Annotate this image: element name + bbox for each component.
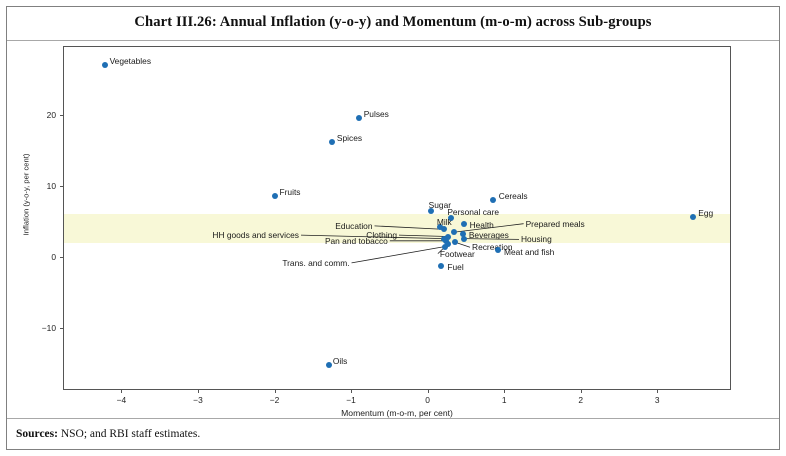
x-axis-tick-label: −3: [193, 395, 203, 405]
x-axis-tick: [197, 389, 199, 393]
y-axis-tick-label: 20: [46, 109, 56, 120]
data-point-label: Health: [469, 220, 494, 231]
x-axis-tick: [427, 389, 429, 393]
x-axis-tick-label: −1: [346, 395, 356, 405]
y-axis-tick: [60, 257, 64, 259]
y-axis-tick-label: 0: [51, 252, 56, 263]
x-axis-tick-label: 2: [578, 395, 584, 405]
data-point: [450, 229, 457, 236]
x-axis-tick: [657, 389, 659, 393]
x-axis-label: Momentum (m-o-m, per cent): [341, 408, 453, 418]
x-axis-tick-label: −2: [269, 395, 280, 405]
data-point-label: Personal care: [447, 207, 500, 217]
data-point: [325, 362, 332, 369]
scatter-plot-area: −4 −3 −2 −1 0 1 2 3 −10 0 10 20 Vegetables Pulses Spic…: [42, 46, 731, 405]
data-point: [442, 237, 449, 244]
data-point-label: Oils: [332, 356, 348, 367]
data-point: [427, 207, 434, 214]
data-point: [438, 262, 445, 269]
data-point-label: Spices: [336, 132, 363, 143]
data-point-label: Beverages: [468, 229, 509, 240]
x-axis-tick-label: −4: [116, 395, 127, 405]
data-point-label: Clothing: [366, 230, 397, 241]
leader-lines: [301, 223, 524, 264]
y-axis-tick: [60, 114, 64, 116]
sources-text: NSO; and RBI staff estimates.: [57, 428, 201, 440]
data-point-label: Pulses: [363, 108, 389, 119]
data-point-label: Sugar: [428, 199, 452, 210]
data-point: [452, 239, 459, 246]
data-point-label: Fruits: [279, 186, 301, 197]
data-point-label: Trans. and comm.: [282, 257, 350, 268]
x-axis-tick: [274, 389, 276, 393]
data-point-label: Vegetables: [109, 55, 152, 66]
sources-label: Sources:: [16, 428, 58, 440]
data-point: [459, 230, 466, 237]
inflation-target-band: [64, 214, 730, 243]
x-axis-tick-label: 3: [654, 395, 660, 405]
x-axis-tick: [351, 389, 353, 393]
data-point-label: Prepared meals: [525, 218, 585, 229]
x-axis-tick: [121, 389, 123, 393]
data-point: [101, 61, 108, 68]
data-point-label: Education: [335, 220, 373, 231]
data-point: [442, 243, 449, 250]
data-point: [495, 247, 502, 254]
data-point-label: Pan and tobacco: [324, 235, 388, 246]
data-point: [489, 197, 496, 204]
data-point-label: Milk: [436, 216, 452, 227]
data-point: [444, 241, 451, 248]
footer-divider: [7, 418, 779, 419]
y-axis-tick: [60, 328, 64, 330]
data-point-label: Meat and fish: [504, 247, 555, 258]
data-point-label: Recreation: [472, 242, 513, 253]
x-axis-tick-label: 1: [501, 395, 507, 405]
data-point: [460, 221, 467, 228]
data-point-label: Footwear: [439, 248, 475, 259]
sources-note: Sources: NSO; and RBI staff estimates.: [16, 428, 200, 440]
data-point: [355, 114, 362, 121]
data-point-label: Cereals: [498, 191, 528, 202]
data-point: [448, 215, 455, 221]
data-point: [328, 138, 335, 145]
data-point: [690, 214, 697, 221]
y-axis-tick-label: −10: [41, 323, 56, 334]
x-axis-tick: [580, 389, 582, 393]
page-title: Chart III.26: Annual Inflation (y-o-y) a…: [134, 14, 652, 30]
data-point-label: Egg: [698, 208, 714, 219]
data-point: [271, 192, 278, 199]
data-point: [436, 223, 443, 230]
data-point-label: HH goods and services: [212, 230, 299, 241]
y-axis-label: Inflation (y-o-y, per cent): [21, 153, 31, 236]
y-axis-tick: [60, 185, 64, 187]
page-border: [6, 6, 780, 450]
y-axis-tick-label: 10: [46, 180, 56, 191]
data-point-label: Fuel: [447, 261, 464, 272]
data-point: [461, 235, 468, 242]
data-point: [444, 233, 451, 240]
data-point-label: Housing: [521, 234, 552, 245]
title-divider: [7, 40, 779, 41]
x-axis-tick-label: 0: [425, 395, 430, 405]
x-axis-tick: [504, 389, 506, 393]
data-point: [441, 226, 448, 233]
